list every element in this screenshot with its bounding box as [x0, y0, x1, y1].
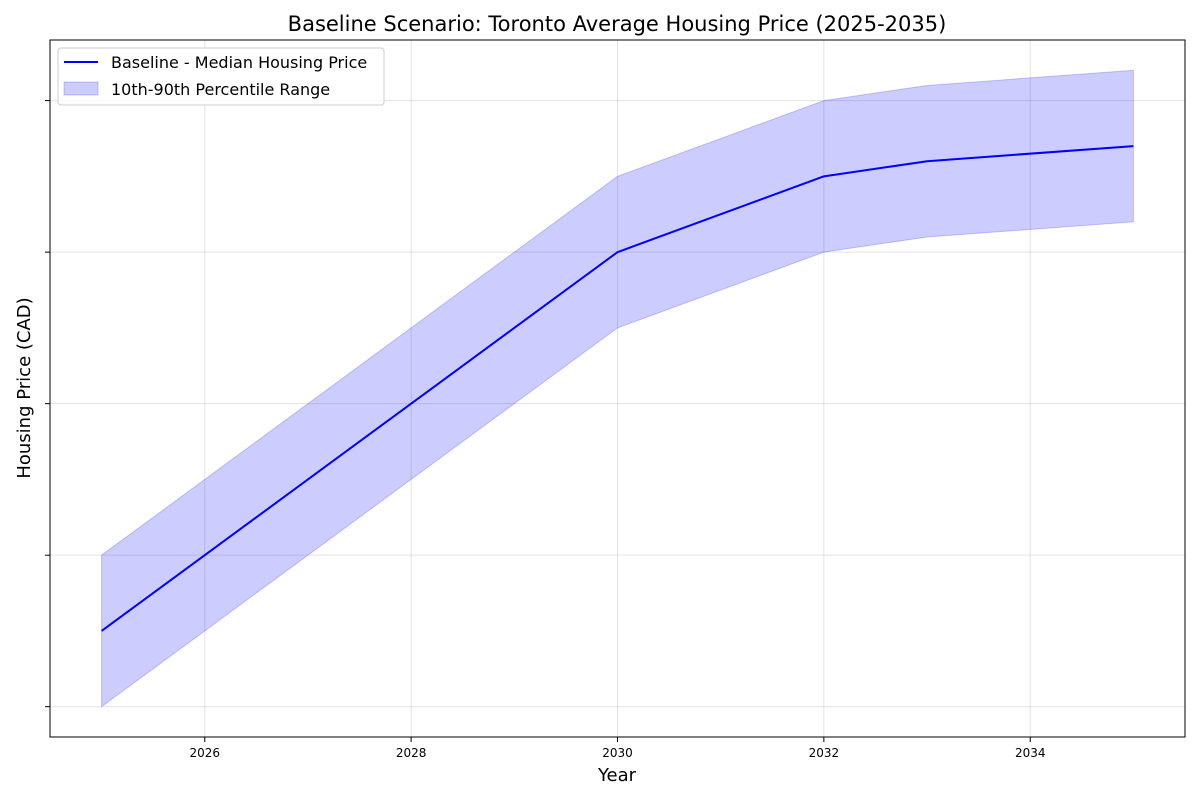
y-axis-ticks — [45, 100, 50, 708]
legend-label-percentile-range: 10th-90th Percentile Range — [111, 80, 330, 99]
x-tick-label: 2030 — [602, 746, 633, 760]
percentile-band-layer — [101, 69, 1134, 708]
legend-box — [57, 47, 385, 106]
x-tick-label: 2026 — [189, 746, 220, 760]
y-axis-label: Housing Price (CAD) — [14, 297, 35, 478]
x-axis-label: Year — [597, 765, 637, 786]
grid-lines — [50, 40, 1185, 737]
median-price-line — [100, 145, 1134, 632]
legend: Baseline - Median Housing Price 10th-90t… — [57, 47, 385, 106]
legend-label-median: Baseline - Median Housing Price — [111, 53, 367, 72]
x-axis-ticks: 2026 2028 2030 2032 2034 — [189, 737, 1046, 760]
x-tick-label: 2034 — [1015, 746, 1046, 760]
percentile-band-area — [101, 69, 1134, 708]
legend-swatch-percentile-band — [63, 81, 99, 96]
chart-title: Baseline Scenario: Toronto Average Housi… — [288, 12, 947, 36]
median-line-layer — [100, 145, 1134, 632]
x-tick-label: 2028 — [396, 746, 427, 760]
x-tick-label: 2032 — [809, 746, 840, 760]
